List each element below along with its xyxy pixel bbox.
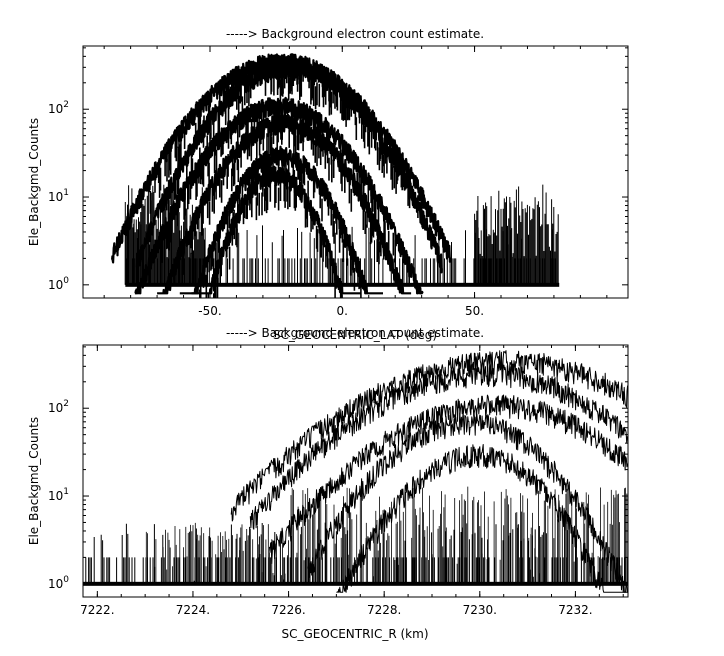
bottom-chart-axes: 7222. 7224. 7226. 7228. 7230. 7232. 100 101 102	[48, 345, 628, 617]
bottom-chart-x-tick-label-2: 7226.	[271, 603, 305, 617]
bottom-chart-x-tick-label-5: 7232.	[558, 603, 592, 617]
bottom-chart-baseline-counts	[83, 581, 628, 586]
bottom-chart-series-0-line	[230, 350, 629, 522]
top-chart-x-tick-label-0: -50.	[198, 304, 221, 318]
bottom-chart-y-axis-label: Ele_Backgmd_Counts	[27, 417, 41, 545]
top-chart-y-tick-label-1: 101	[48, 188, 69, 204]
bottom-chart-x-tick-label-3: 7228.	[367, 603, 401, 617]
top-chart-series-3-line	[156, 113, 412, 295]
top-chart-noise-block-1	[474, 184, 559, 285]
bottom-chart-x-tick-label-4: 7230.	[463, 603, 497, 617]
bottom-chart-series-group	[83, 350, 629, 593]
bottom-chart-y-tick-label-2: 102	[48, 399, 69, 415]
top-chart-x-axis-label: SC_GEOCENTRIC_LAT (deg)	[273, 328, 437, 342]
bottom-chart-x-tick-label-1: 7224.	[176, 603, 210, 617]
bottom-chart-title: -----> Background electron count estimat…	[226, 326, 484, 340]
top-chart-x-tick-label-1: 0.	[337, 304, 348, 318]
bottom-chart-series-1-line	[249, 363, 629, 530]
top-chart-plot-frame	[82, 45, 629, 299]
top-chart-title: -----> Background electron count estimat…	[226, 27, 484, 41]
bottom-chart-series-4-line	[336, 444, 628, 593]
top-chart-series-2-line	[134, 96, 424, 295]
bottom-chart-x-axis-label: SC_GEOCENTRIC_R (km)	[282, 627, 429, 641]
bottom-chart-series-3-line	[307, 411, 628, 593]
bottom-chart-plot-frame	[82, 344, 629, 598]
top-chart-y-tick-label-0: 100	[48, 276, 69, 292]
bottom-chart-y-tick-label-1: 101	[48, 487, 69, 503]
bottom-chart-panel: -----> Background electron count estimat…	[27, 326, 629, 641]
bottom-chart-x-tick-label-0: 7222.	[80, 603, 114, 617]
top-chart-x-tick-label-2: 50.	[465, 304, 484, 318]
top-chart-series-4-line	[179, 145, 384, 295]
top-chart-y-tick-label-2: 102	[48, 100, 69, 116]
bottom-chart-scatter-spikes	[145, 486, 629, 584]
top-chart-series-1-line	[135, 58, 443, 274]
top-chart-panel: -----> Background electron count estimat…	[27, 27, 629, 342]
bottom-chart-y-tick-label-0: 100	[48, 575, 69, 591]
top-chart-series-5-line	[190, 165, 362, 295]
top-chart-y-axis-label: Ele_Backgmd_Counts	[27, 118, 41, 246]
top-chart-axes: -50. 0. 50. 100 101 102	[48, 46, 628, 318]
top-chart-series-group	[111, 53, 560, 298]
bottom-chart-series-2-line	[268, 394, 629, 565]
